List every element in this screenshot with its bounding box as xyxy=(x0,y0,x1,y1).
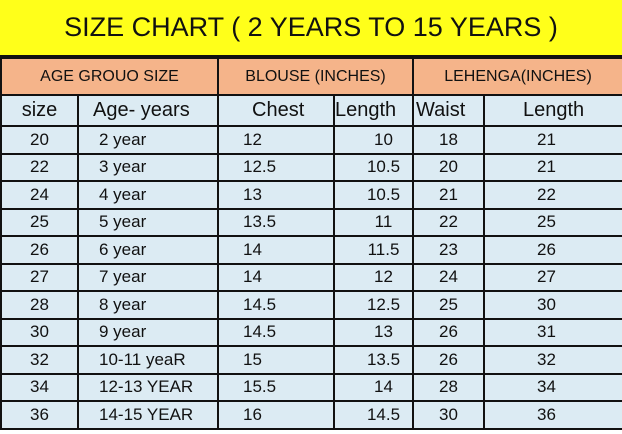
table-cell: 22 xyxy=(482,180,622,210)
table-cell: 13 xyxy=(217,180,335,210)
table-row: 25 5 year 13.5 11 22 25 xyxy=(0,207,622,237)
table-cell: 27 xyxy=(0,262,79,292)
table-cell: 12 xyxy=(217,125,335,155)
column-header: Waist xyxy=(412,94,485,127)
table-cell: 2 year xyxy=(77,125,219,155)
table-cell: 21 xyxy=(482,125,622,155)
table-cell: 13 xyxy=(333,317,414,347)
table-cell: 13.5 xyxy=(217,207,335,237)
table-cell: 27 xyxy=(482,262,622,292)
table-cell: 7 year xyxy=(77,262,219,292)
table-cell: 14.5 xyxy=(333,400,414,430)
table-cell: 32 xyxy=(482,345,622,375)
table-row: 36 14-15 YEAR 16 14.5 30 36 xyxy=(0,400,622,430)
group-header-lehenga: LEHENGA(INCHES) xyxy=(411,57,622,96)
table-row: 22 3 year 12.5 10.5 20 21 xyxy=(0,152,622,182)
table-cell: 25 xyxy=(482,207,622,237)
table-cell: 30 xyxy=(412,400,485,430)
table-cell: 31 xyxy=(482,317,622,347)
table-cell: 26 xyxy=(412,345,485,375)
table-cell: 15 xyxy=(217,345,335,375)
table-row: 20 2 year 12 10 18 21 xyxy=(0,125,622,155)
table-cell: 12 xyxy=(333,262,414,292)
table-cell: 12-13 YEAR xyxy=(77,372,219,402)
table-cell: 28 xyxy=(0,290,79,320)
table-cell: 10.5 xyxy=(333,180,414,210)
table-cell: 15.5 xyxy=(217,372,335,402)
table-cell: 14-15 YEAR xyxy=(77,400,219,430)
table-cell: 20 xyxy=(412,152,485,182)
table-cell: 12.5 xyxy=(333,290,414,320)
table-cell: 11 xyxy=(333,207,414,237)
table-cell: 30 xyxy=(0,317,79,347)
column-header: Length xyxy=(333,94,414,127)
table-cell: 26 xyxy=(0,235,79,265)
table-cell: 36 xyxy=(482,400,622,430)
table-cell: 12.5 xyxy=(217,152,335,182)
column-header-row: size Age- years Chest Length Waist Lengt… xyxy=(0,94,622,127)
table-cell: 14 xyxy=(333,372,414,402)
table-cell: 30 xyxy=(482,290,622,320)
table-cell: 26 xyxy=(412,317,485,347)
column-header: Length xyxy=(482,94,622,127)
column-header: Age- years xyxy=(77,94,219,127)
table-cell: 28 xyxy=(412,372,485,402)
table-cell: 4 year xyxy=(77,180,219,210)
table-cell: 32 xyxy=(0,345,79,375)
table-row: 32 10-11 yeaR 15 13.5 26 32 xyxy=(0,345,622,375)
table-cell: 13.5 xyxy=(333,345,414,375)
table-cell: 5 year xyxy=(77,207,219,237)
table-row: 34 12-13 YEAR 15.5 14 28 34 xyxy=(0,372,622,402)
table-cell: 10-11 yeaR xyxy=(77,345,219,375)
table-cell: 11.5 xyxy=(333,235,414,265)
table-cell: 34 xyxy=(0,372,79,402)
column-header: Chest xyxy=(217,94,335,127)
size-chart-table: AGE GROUO SIZE BLOUSE (INCHES) LEHENGA(I… xyxy=(0,57,622,430)
table-cell: 21 xyxy=(482,152,622,182)
table-cell: 9 year xyxy=(77,317,219,347)
table-cell: 18 xyxy=(412,125,485,155)
table-cell: 6 year xyxy=(77,235,219,265)
group-header-blouse: BLOUSE (INCHES) xyxy=(217,57,414,96)
chart-title: SIZE CHART ( 2 YEARS TO 15 YEARS ) xyxy=(0,0,622,57)
group-header-row: AGE GROUO SIZE BLOUSE (INCHES) LEHENGA(I… xyxy=(0,57,622,96)
table-cell: 21 xyxy=(412,180,485,210)
table-cell: 36 xyxy=(0,400,79,430)
table-cell: 22 xyxy=(0,152,79,182)
table-cell: 20 xyxy=(0,125,79,155)
table-row: 30 9 year 14.5 13 26 31 xyxy=(0,317,622,347)
table-cell: 24 xyxy=(412,262,485,292)
table-cell: 14 xyxy=(217,262,335,292)
table-cell: 25 xyxy=(0,207,79,237)
table-cell: 10.5 xyxy=(333,152,414,182)
table-cell: 24 xyxy=(0,180,79,210)
table-row: 28 8 year 14.5 12.5 25 30 xyxy=(0,290,622,320)
table-cell: 8 year xyxy=(77,290,219,320)
table-cell: 14.5 xyxy=(217,290,335,320)
table-row: 27 7 year 14 12 24 27 xyxy=(0,262,622,292)
table-cell: 22 xyxy=(412,207,485,237)
table-row: 24 4 year 13 10.5 21 22 xyxy=(0,180,622,210)
table-cell: 34 xyxy=(482,372,622,402)
table-cell: 16 xyxy=(217,400,335,430)
table-cell: 14 xyxy=(217,235,335,265)
table-row: 26 6 year 14 11.5 23 26 xyxy=(0,235,622,265)
table-cell: 14.5 xyxy=(217,317,335,347)
table-cell: 23 xyxy=(412,235,485,265)
group-header-age: AGE GROUO SIZE xyxy=(0,57,219,96)
table-cell: 25 xyxy=(412,290,485,320)
column-header: size xyxy=(0,94,79,127)
table-cell: 3 year xyxy=(77,152,219,182)
table-cell: 10 xyxy=(333,125,414,155)
table-cell: 26 xyxy=(482,235,622,265)
